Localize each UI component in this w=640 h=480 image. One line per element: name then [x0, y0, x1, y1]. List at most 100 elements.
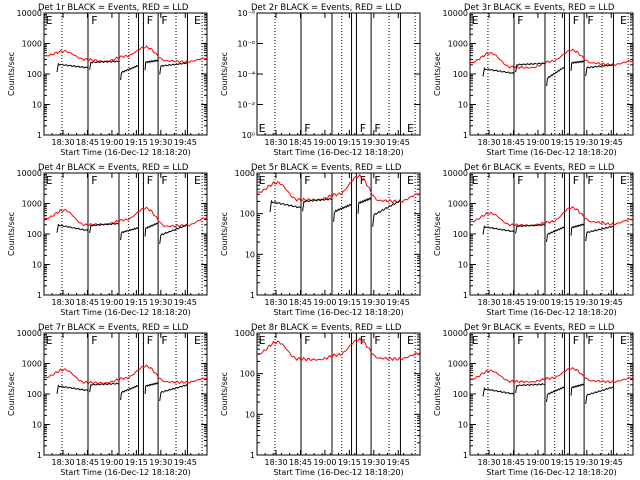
x-tick-label: 18:30 [51, 138, 74, 147]
flag-letter: F [360, 122, 366, 135]
x-tick-label: 19:15 [338, 458, 361, 467]
y-tick-label: 1 [463, 131, 468, 140]
y-axis-label: Counts/sec [7, 372, 16, 416]
x-tick-label: 19:30 [362, 458, 385, 467]
y-tick-label: 100 [27, 390, 42, 399]
x-tick-label: 18:45 [76, 138, 99, 147]
flag-letter: F [374, 334, 380, 347]
x-tick-label: 19:00 [100, 138, 123, 147]
flag-letter: F [517, 14, 523, 27]
panel-det-7: Det 7r BLACK = Events, RED = LLD 1 10 100 10… [7, 323, 208, 477]
x-axis-label: Start Time (16-Dec-12 18:18:20) [486, 308, 617, 317]
x-tick-label: 18:30 [51, 458, 74, 467]
y-tick-label: 1000 [235, 329, 255, 338]
flag-letter: E [620, 334, 627, 347]
series-lld [469, 205, 634, 227]
flag-letter: E [194, 334, 201, 347]
flag-letter: E [472, 14, 479, 27]
y-tick-label: 1 [463, 291, 468, 300]
y-tick-label: 1000 [448, 360, 468, 369]
x-tick-label: 19:45 [174, 458, 197, 467]
x-tick-label: 19:00 [100, 298, 123, 307]
y-tick-label: 1000 [448, 200, 468, 209]
x-tick-label: 18:45 [76, 298, 99, 307]
flag-letter: E [620, 174, 627, 187]
y-tick-label: 10 [458, 261, 468, 270]
x-axis-label: Start Time (16-Dec-12 18:18:20) [273, 308, 404, 317]
series-lld [43, 45, 208, 64]
x-tick-label: 19:00 [526, 458, 549, 467]
x-tick-label: 19:00 [313, 298, 336, 307]
series-events-segment [159, 223, 188, 244]
flag-letter: F [304, 334, 310, 347]
y-tick-label: 10⁰ [242, 131, 255, 140]
flag-letter: E [194, 174, 201, 187]
y-tick-label: 1000 [22, 200, 42, 209]
flag-letter: F [360, 174, 366, 187]
flag-letter: E [259, 122, 266, 135]
x-tick-label: 19:30 [575, 138, 598, 147]
y-axis-label: Counts/sec [220, 52, 229, 96]
panel-det-3: Det 3r BLACK = Events, RED = LLD 1 10 100 10… [433, 3, 634, 157]
y-tick-label: 1000 [235, 169, 255, 178]
x-tick-label: 19:00 [526, 138, 549, 147]
x-axis-label: Start Time (16-Dec-12 18:18:20) [273, 148, 404, 157]
series-events-segment [333, 203, 352, 222]
panel-det-4: Det 4r BLACK = Events, RED = LLD 1 10 100 10… [7, 163, 208, 317]
plot-frame [43, 12, 208, 136]
panel-title: Det 5r BLACK = Events, RED = LLD [251, 163, 402, 173]
flag-letter: F [161, 334, 167, 347]
flag-letter: F [374, 174, 380, 187]
x-tick-label: 19:45 [600, 458, 623, 467]
series-events-segment [120, 64, 139, 81]
plot-frame [43, 172, 208, 296]
flag-letter: F [147, 14, 153, 27]
x-tick-label: 19:15 [551, 298, 574, 307]
x-tick-label: 19:45 [387, 298, 410, 307]
flag-letter: F [587, 334, 593, 347]
y-tick-label: 1 [463, 451, 468, 460]
series-events-segment [372, 199, 401, 227]
plot-frame [469, 12, 634, 136]
plot-frame [256, 172, 421, 296]
series-events-segment [120, 227, 139, 241]
flag-letter: F [517, 174, 523, 187]
series-events-segment [269, 199, 302, 213]
plot-frame [469, 332, 634, 456]
y-tick-label: 100 [453, 390, 468, 399]
x-tick-label: 18:30 [264, 298, 287, 307]
panel-title: Det 9r BLACK = Events, RED = LLD [464, 323, 615, 333]
flag-letter: E [407, 334, 414, 347]
y-tick-label: 10000 [443, 169, 468, 178]
y-axis-label: Counts/sec [7, 52, 16, 96]
flag-letter: F [587, 14, 593, 27]
panel-title: Det 3r BLACK = Events, RED = LLD [464, 3, 615, 13]
x-tick-label: 18:45 [502, 138, 525, 147]
series-events-segment [515, 62, 546, 73]
series-events-segment [56, 384, 89, 394]
x-tick-label: 19:15 [125, 138, 148, 147]
flag-letter: E [259, 174, 266, 187]
flag-letter: F [91, 174, 97, 187]
x-tick-label: 18:30 [477, 138, 500, 147]
flag-letter: F [161, 14, 167, 27]
series-events-segment [144, 382, 159, 395]
series-events-segment [357, 197, 372, 214]
x-tick-label: 18:45 [502, 458, 525, 467]
flag-letter: F [161, 174, 167, 187]
x-tick-label: 19:30 [149, 138, 172, 147]
y-tick-label: 1 [250, 451, 255, 460]
x-tick-label: 19:45 [600, 298, 623, 307]
plot-frame [469, 172, 634, 296]
series-events-segment [585, 386, 614, 404]
x-axis-label: Start Time (16-Dec-12 18:18:20) [486, 148, 617, 157]
x-tick-label: 19:30 [149, 298, 172, 307]
y-tick-label: 100 [240, 370, 255, 379]
y-tick-label: 10 [458, 101, 468, 110]
flag-letter: F [587, 174, 593, 187]
x-tick-label: 19:30 [362, 138, 385, 147]
x-tick-label: 19:15 [551, 458, 574, 467]
series-events-segment [144, 222, 159, 237]
y-tick-label: 10 [32, 101, 42, 110]
x-tick-label: 18:30 [264, 138, 287, 147]
